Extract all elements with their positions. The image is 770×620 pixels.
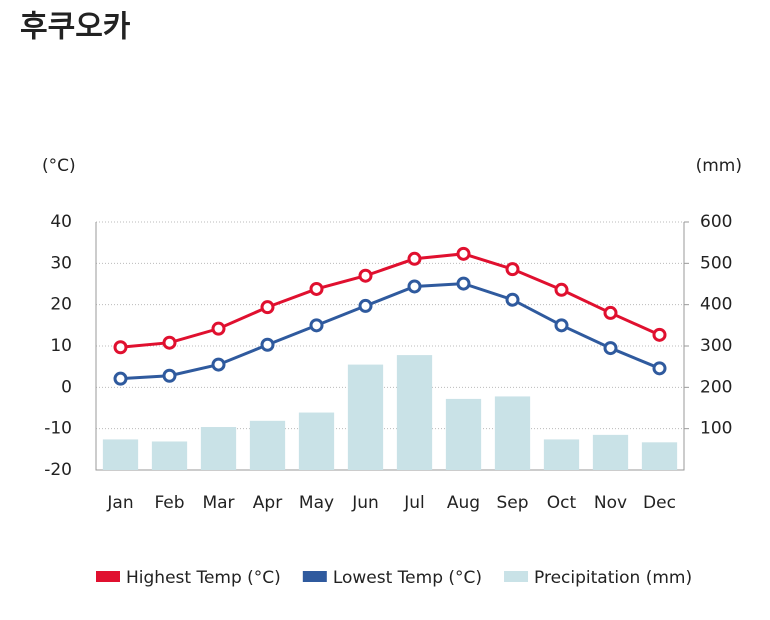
y-tick-label: -10 xyxy=(44,419,72,439)
legend-swatch xyxy=(504,571,529,582)
chart-title: 후쿠오카 xyxy=(20,10,131,45)
legend-swatch xyxy=(96,571,120,582)
x-tick-label: Nov xyxy=(594,493,627,513)
y-axis-label: (°C) xyxy=(42,156,76,176)
marker xyxy=(162,368,177,383)
y-tick-label: 10 xyxy=(50,336,72,356)
legend-label: Precipitation (mm) xyxy=(534,568,692,588)
bar xyxy=(494,396,531,470)
marker xyxy=(211,357,226,372)
x-tick-label: Dec xyxy=(643,493,676,513)
y2-tick-label: 400 xyxy=(700,295,732,315)
bar xyxy=(102,439,139,470)
marker xyxy=(505,262,520,277)
line xyxy=(120,282,661,381)
y2-tick-label: 100 xyxy=(700,419,732,439)
line xyxy=(120,252,661,349)
y-tick-label: 0 xyxy=(61,377,72,397)
x-tick-label: May xyxy=(299,493,334,513)
marker xyxy=(407,251,422,266)
x-tick-label: Jul xyxy=(403,493,425,513)
marker xyxy=(505,292,520,307)
y-tick-label: 40 xyxy=(50,212,72,232)
x-tick-label: Sep xyxy=(496,493,528,513)
y-tick-label: 20 xyxy=(50,295,72,315)
bar xyxy=(641,442,678,470)
legend-label: Lowest Temp (°C) xyxy=(333,568,482,588)
legend-label: Highest Temp (°C) xyxy=(126,568,281,588)
marker xyxy=(162,335,177,350)
bar xyxy=(445,398,482,470)
bar xyxy=(151,441,188,470)
marker xyxy=(652,361,667,376)
x-tick-label: Apr xyxy=(253,493,282,513)
y2-tick-label: 500 xyxy=(700,253,732,273)
marker xyxy=(603,341,618,356)
marker xyxy=(554,318,569,333)
marker xyxy=(603,305,618,320)
marker xyxy=(456,246,471,261)
marker xyxy=(309,281,324,296)
marker xyxy=(260,337,275,352)
marker xyxy=(456,276,471,291)
marker xyxy=(113,371,128,386)
marker xyxy=(554,282,569,297)
y2-tick-label: 300 xyxy=(700,336,732,356)
x-tick-label: Jun xyxy=(351,493,379,513)
plot-frame xyxy=(95,222,685,471)
marker xyxy=(652,327,667,342)
marker xyxy=(260,300,275,315)
x-tick-label: Mar xyxy=(202,493,234,513)
marker xyxy=(113,340,128,355)
marker xyxy=(407,279,422,294)
bar xyxy=(298,412,335,470)
marker xyxy=(211,321,226,336)
bar xyxy=(200,427,237,470)
x-tick-label: Oct xyxy=(547,493,577,513)
legend-swatch xyxy=(302,571,327,582)
y-tick-label: -20 xyxy=(44,460,72,480)
y2-tick-label: 600 xyxy=(700,212,732,232)
y2-tick-label: 200 xyxy=(700,377,732,397)
bar xyxy=(396,355,433,470)
bar xyxy=(347,364,384,470)
x-tick-label: Jan xyxy=(106,493,133,513)
marker xyxy=(309,318,324,333)
y-tick-label: 30 xyxy=(50,253,72,273)
bar xyxy=(249,420,286,470)
bar xyxy=(543,439,580,470)
x-tick-label: Aug xyxy=(447,493,480,513)
y2-axis-label: (mm) xyxy=(696,156,742,176)
marker xyxy=(358,268,373,283)
marker xyxy=(358,298,373,313)
bar xyxy=(592,434,629,470)
x-tick-label: Feb xyxy=(154,493,184,513)
